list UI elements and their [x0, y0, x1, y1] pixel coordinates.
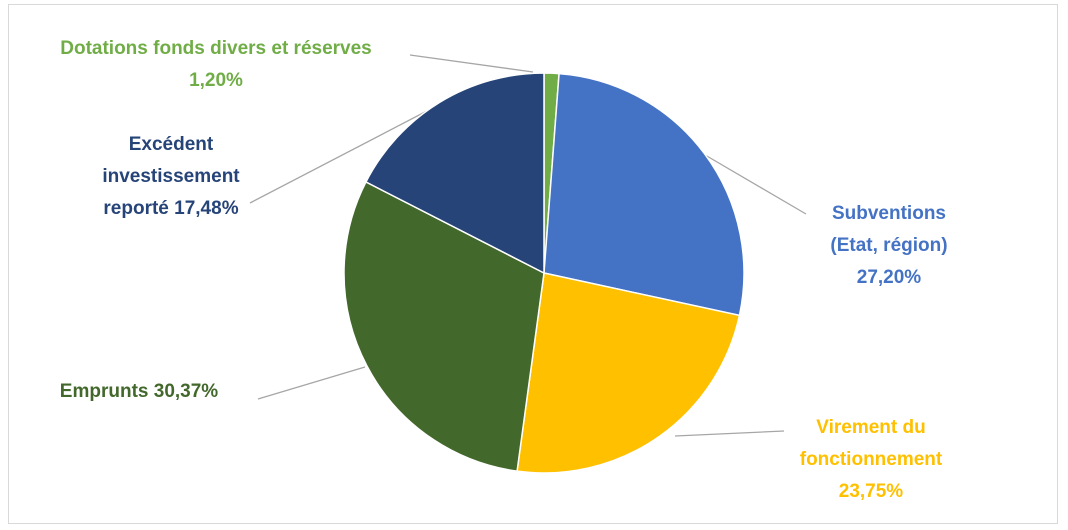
leader-line-excedent: [249, 99, 449, 204]
slice-label-line: reporté 17,48%: [103, 198, 238, 219]
slice-label-line: Emprunts 30,37%: [60, 381, 218, 402]
leader-line-emprunts: [257, 366, 366, 400]
pie-slice-emprunts: [343, 180, 545, 473]
pie-slice-excedent: [364, 72, 545, 275]
slice-label-line: Excédent: [129, 134, 214, 155]
slice-label-line: Dotations fonds divers et réserves: [60, 38, 372, 59]
pie-slice-subventions: [543, 72, 745, 317]
leader-line-dotations: [409, 54, 534, 73]
leader-lines: [249, 54, 807, 437]
slice-label-excedent: Excédent investissement reporté 17,48%: [102, 134, 240, 219]
slice-label-line: (Etat, région): [830, 235, 947, 256]
slice-label-line: 23,75%: [839, 481, 904, 502]
leader-line-subventions: [699, 151, 807, 215]
slice-label-line: investissement: [102, 166, 240, 187]
pie-slice-virement: [516, 272, 741, 474]
slice-label-dotations: Dotations fonds divers et réserves 1,20%: [60, 38, 372, 91]
pie-slices: [343, 72, 745, 474]
slice-labels: Dotations fonds divers et réserves 1,20% S…: [60, 38, 948, 502]
slice-label-line: Subventions: [832, 203, 946, 224]
slice-label-virement: Virement du fonctionnement 23,75%: [800, 417, 943, 502]
slice-label-subventions: Subventions (Etat, région) 27,20%: [830, 203, 947, 288]
slice-label-emprunts: Emprunts 30,37%: [60, 381, 218, 402]
slice-label-line: 27,20%: [857, 267, 922, 288]
slice-label-line: fonctionnement: [800, 449, 943, 470]
slice-label-line: Virement du: [816, 417, 925, 438]
leader-line-virement: [674, 430, 785, 437]
slice-label-line: 1,20%: [189, 70, 243, 91]
